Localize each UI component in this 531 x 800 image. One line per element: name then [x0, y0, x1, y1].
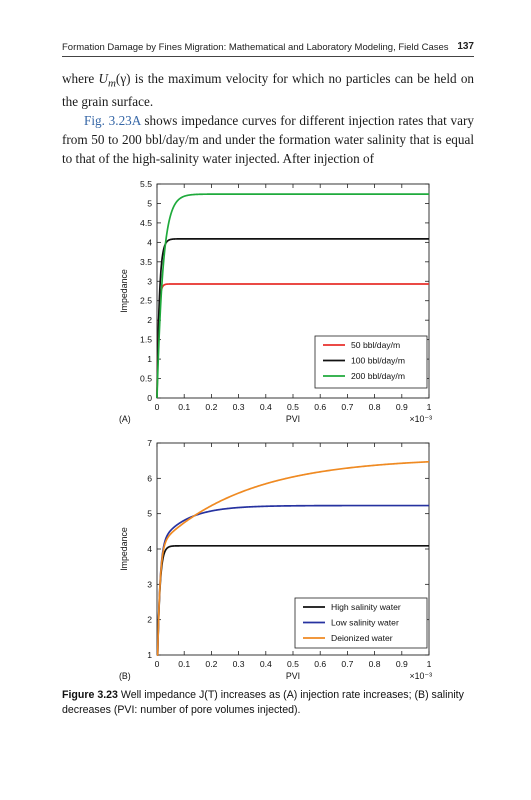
- y-tick-label: 1.5: [140, 335, 152, 345]
- math-subscript: m: [107, 77, 116, 90]
- running-title: Formation Damage by Fines Migration: Mat…: [62, 42, 449, 53]
- paragraph-2: Fig. 3.23A shows impedance curves for di…: [62, 112, 474, 168]
- text-run: shows impedance curves for different inj…: [62, 113, 474, 166]
- y-tick-label: 1: [147, 650, 152, 660]
- y-tick-label: 5.5: [140, 179, 152, 189]
- series-line-3: [156, 460, 430, 656]
- panel-a-chart: 0 0.1 0.2 0.3 0.4 0.5 0.6 0.7 0.8 0.9 1 0 0.5 1 1.5 2 2.…: [119, 179, 432, 424]
- x-tick-label: 0.7: [341, 659, 353, 669]
- page-header: Formation Damage by Fines Migration: Mat…: [62, 40, 474, 57]
- y-tick-label: 2.5: [140, 296, 152, 306]
- x-tick-label: 0.6: [314, 402, 326, 412]
- figure-caption: Figure 3.23 Well impedance J(T) increase…: [62, 688, 476, 717]
- x-tick-label: 0.3: [233, 402, 245, 412]
- y-tick-label: 5: [147, 509, 152, 519]
- y-tick-label: 3: [147, 276, 152, 286]
- y-tick-label: 1: [147, 354, 152, 364]
- x-tick-label: 0.5: [287, 659, 299, 669]
- legend-label: 100 bbl/day/m: [351, 356, 405, 366]
- x-tick-label: 0: [155, 659, 160, 669]
- math-symbol: U: [98, 71, 108, 86]
- y-tick-label: 6: [147, 473, 152, 483]
- x-tick-label: 0.4: [260, 402, 272, 412]
- x-tick-label: 0.6: [314, 659, 326, 669]
- x-tick-label: 0.5: [287, 402, 299, 412]
- x-tick-label: 0.7: [341, 402, 353, 412]
- x-multiplier-label: ×10⁻³: [410, 671, 433, 681]
- x-axis-label: PVI: [286, 414, 300, 424]
- caption-label: Figure 3.23: [62, 689, 118, 701]
- x-tick-label: 0.9: [396, 659, 408, 669]
- y-tick-label: 3.5: [140, 257, 152, 267]
- x-tick-label: 0.2: [205, 402, 217, 412]
- x-tick-label: 0.1: [178, 402, 190, 412]
- text-run: (γ) is the maximum velocity for which no…: [62, 71, 475, 110]
- y-tick-label: 7: [147, 438, 152, 448]
- y-axis-label: Impedance: [119, 527, 129, 571]
- y-tick-label: 2: [147, 315, 152, 325]
- panel-label: (A): [119, 414, 131, 424]
- body-text: where Um(γ) is the maximum velocity for …: [62, 70, 474, 169]
- figure-link[interactable]: Fig. 3.23A: [84, 113, 141, 129]
- paragraph-1: where Um(γ) is the maximum velocity for …: [62, 70, 474, 112]
- x-multiplier-label: ×10⁻³: [410, 414, 433, 424]
- figure-3-23: 0 0.1 0.2 0.3 0.4 0.5 0.6 0.7 0.8 0.9 100.511.522.…: [119, 179, 432, 681]
- text-run: where: [62, 71, 99, 86]
- y-tick-label: 2: [147, 615, 152, 625]
- x-tick-label: 0.2: [205, 659, 217, 669]
- x-tick-label: 1: [427, 402, 432, 412]
- y-tick-label: 4.5: [140, 218, 152, 228]
- caption-text: Well impedance J(T) increases as (A) inj…: [62, 689, 464, 716]
- series-line-2: [156, 238, 429, 398]
- legend-label: High salinity water: [331, 602, 401, 612]
- x-tick-label: 0.8: [369, 659, 381, 669]
- series-line-3: [156, 193, 429, 398]
- legend-label: Deionized water: [331, 633, 393, 643]
- y-axis-label: Impedance: [119, 269, 129, 313]
- x-axis-label: PVI: [286, 671, 300, 681]
- y-tick-label: 0.5: [140, 374, 152, 384]
- y-tick-label: 4: [147, 544, 152, 554]
- panel-b-chart: 0 0.1 0.2 0.3 0.4 0.5 0.6 0.7 0.8 0.9 1 1 2 3 4 5 6 7 PVI I…: [119, 438, 432, 681]
- y-tick-label: 4: [147, 237, 152, 247]
- x-tick-label: 1: [427, 659, 432, 669]
- x-tick-label: 0.8: [369, 402, 381, 412]
- y-tick-label: 3: [147, 579, 152, 589]
- x-tick-label: 0: [155, 402, 160, 412]
- x-tick-label: 0.4: [260, 659, 272, 669]
- y-tick-label: 5: [147, 198, 152, 208]
- legend-label: Low salinity water: [331, 618, 399, 628]
- y-tick-label: 0: [147, 393, 152, 403]
- panel-label: (B): [119, 671, 131, 681]
- x-tick-label: 0.1: [178, 659, 190, 669]
- legend-label: 50 bbl/day/m: [351, 340, 400, 350]
- legend-label: 200 bbl/day/m: [351, 371, 405, 381]
- x-tick-label: 0.3: [233, 659, 245, 669]
- page-number: 137: [457, 41, 474, 52]
- x-tick-label: 0.9: [396, 402, 408, 412]
